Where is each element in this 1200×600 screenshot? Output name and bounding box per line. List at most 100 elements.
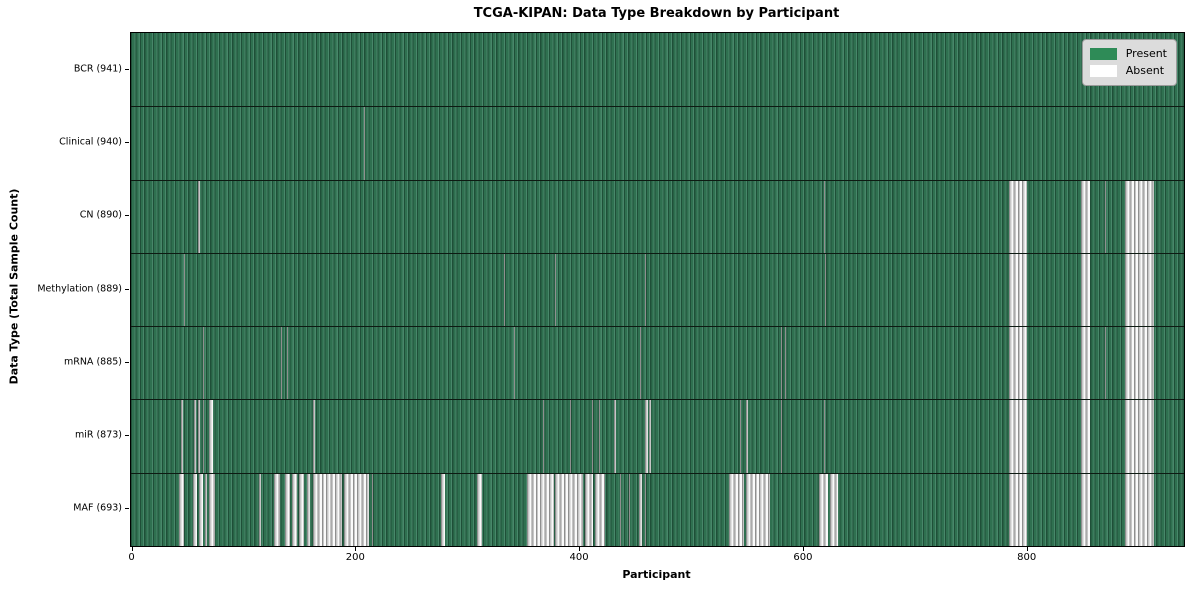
absent-stripe bbox=[639, 473, 643, 546]
absent-stripe bbox=[644, 473, 646, 546]
absent-stripe bbox=[1081, 473, 1090, 546]
absent-stripe bbox=[306, 473, 311, 546]
y-axis-label: Data Type (Total Sample Count) bbox=[7, 188, 21, 385]
absent-stripe bbox=[555, 473, 584, 546]
y-tick-mark bbox=[125, 215, 129, 217]
absent-stripe bbox=[739, 400, 741, 473]
y-tick-label: mRNA (885) bbox=[63, 356, 122, 368]
absent-stripe bbox=[1124, 400, 1154, 473]
absent-stripe bbox=[620, 473, 622, 546]
x-tick-mark bbox=[579, 546, 581, 551]
absent-stripe bbox=[649, 400, 652, 473]
absent-stripe bbox=[285, 473, 290, 546]
absent-stripe bbox=[476, 473, 483, 546]
absent-swatch-icon bbox=[1089, 64, 1117, 77]
absent-stripe bbox=[274, 473, 280, 546]
absent-stripe bbox=[298, 473, 305, 546]
absent-stripe bbox=[644, 400, 648, 473]
x-tick-mark bbox=[131, 546, 133, 551]
absent-stripe bbox=[1081, 180, 1090, 253]
x-tick-label: 400 bbox=[569, 552, 589, 563]
absent-stripe bbox=[746, 400, 748, 473]
absent-stripe bbox=[1081, 327, 1090, 400]
y-tick-mark bbox=[125, 508, 129, 510]
row-separator bbox=[131, 106, 1184, 108]
absent-stripe bbox=[569, 400, 571, 473]
absent-stripe bbox=[640, 327, 642, 400]
absent-stripe bbox=[1124, 473, 1154, 546]
absent-stripe bbox=[258, 473, 261, 546]
absent-stripe bbox=[440, 473, 446, 546]
x-tick-mark bbox=[355, 546, 357, 551]
row-separator bbox=[131, 326, 1184, 328]
x-tick-label: 200 bbox=[345, 552, 365, 563]
x-tick-mark bbox=[1026, 546, 1028, 551]
row-separator bbox=[131, 179, 1184, 181]
absent-stripe bbox=[204, 473, 208, 546]
absent-stripe bbox=[824, 253, 826, 327]
absent-stripe bbox=[527, 473, 554, 546]
row-separator bbox=[131, 252, 1184, 254]
absent-stripe bbox=[1009, 400, 1028, 473]
absent-stripe bbox=[728, 473, 745, 546]
absent-stripe bbox=[1124, 180, 1154, 253]
absent-stripe bbox=[592, 400, 594, 473]
absent-stripe bbox=[181, 400, 183, 473]
absent-stripe bbox=[746, 473, 770, 546]
absent-stripe bbox=[595, 473, 606, 546]
absent-stripe bbox=[313, 400, 315, 473]
absent-stripe bbox=[209, 473, 215, 546]
x-tick-label: 0 bbox=[128, 552, 135, 563]
absent-stripe bbox=[193, 400, 196, 473]
absent-stripe bbox=[209, 400, 213, 473]
absent-stripe bbox=[179, 473, 184, 546]
row-separator bbox=[131, 399, 1184, 401]
absent-stripe bbox=[830, 473, 839, 546]
x-tick-label: 600 bbox=[793, 552, 813, 563]
x-tick-label: 800 bbox=[1017, 552, 1037, 563]
y-tick-label: BCR (941) bbox=[73, 63, 122, 75]
absent-stripe bbox=[1081, 253, 1090, 327]
absent-stripe bbox=[198, 400, 201, 473]
absent-stripe bbox=[292, 473, 297, 546]
absent-stripe bbox=[644, 253, 646, 327]
y-tick-mark bbox=[125, 141, 129, 143]
absent-stripe bbox=[343, 473, 370, 546]
x-tick-mark bbox=[802, 546, 804, 551]
absent-stripe bbox=[202, 327, 204, 400]
absent-stripe bbox=[371, 473, 373, 546]
y-tick-label: MAF (693) bbox=[73, 502, 122, 514]
y-tick-label: Methylation (889) bbox=[37, 283, 122, 294]
absent-stripe bbox=[363, 107, 365, 180]
absent-stripe bbox=[1104, 180, 1106, 253]
y-tick-label: Clinical (940) bbox=[59, 136, 122, 148]
legend-item-absent: Absent bbox=[1089, 62, 1167, 79]
absent-stripe bbox=[823, 400, 825, 473]
absent-stripe bbox=[628, 473, 631, 546]
absent-stripe bbox=[1104, 327, 1106, 400]
legend-item-present: Present bbox=[1089, 45, 1167, 62]
absent-stripe bbox=[781, 400, 783, 473]
absent-stripe bbox=[1081, 400, 1090, 473]
absent-stripe bbox=[598, 400, 600, 473]
y-tick-mark bbox=[125, 361, 129, 363]
absent-stripe bbox=[1009, 180, 1028, 253]
absent-stripe bbox=[542, 400, 544, 473]
y-tick-mark bbox=[125, 435, 129, 437]
legend-label-present: Present bbox=[1125, 47, 1167, 60]
absent-stripe bbox=[585, 473, 594, 546]
y-tick-label: miR (873) bbox=[74, 429, 122, 441]
legend: Present Absent bbox=[1081, 39, 1177, 86]
absent-stripe bbox=[1009, 253, 1028, 327]
absent-stripe bbox=[199, 473, 203, 546]
row-separator bbox=[131, 472, 1184, 474]
absent-stripe bbox=[819, 473, 829, 546]
absent-stripe bbox=[614, 400, 616, 473]
chart-title: TCGA-KIPAN: Data Type Breakdown by Parti… bbox=[473, 6, 840, 21]
plot-area: Present Absent bbox=[130, 32, 1185, 547]
absent-stripe bbox=[784, 327, 786, 400]
absent-stripe bbox=[1009, 327, 1028, 400]
y-tick-mark bbox=[125, 68, 129, 70]
absent-stripe bbox=[202, 400, 204, 473]
